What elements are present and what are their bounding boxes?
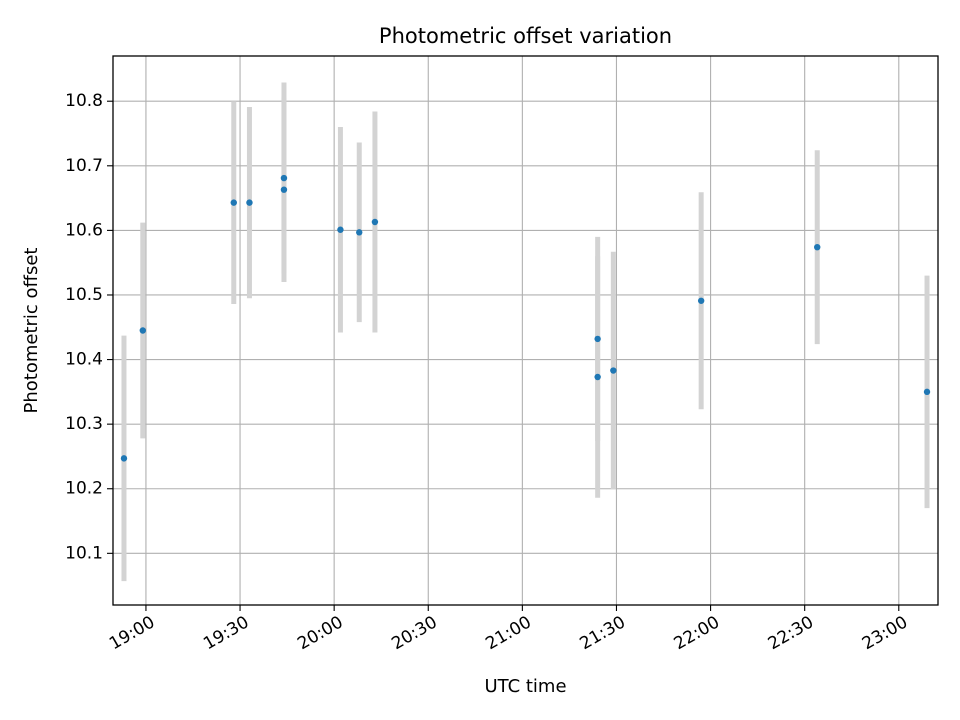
- x-axis-ticks: 19:00 19:30 20:00 20:30 21:00 21:30 22:00 22:30…: [106, 605, 911, 654]
- x-tick-label: 20:30: [388, 612, 440, 654]
- y-tick-label: 10.8: [65, 91, 103, 111]
- data-point: [230, 199, 237, 206]
- x-tick-label: 22:30: [765, 612, 817, 654]
- grid: [113, 56, 938, 605]
- data-point: [337, 226, 344, 233]
- data-point: [594, 373, 601, 381]
- x-tick-label: 23:00: [859, 612, 911, 654]
- y-tick-label: 10.4: [65, 350, 103, 370]
- x-tick-label: 19:00: [106, 612, 158, 654]
- y-axis-title: Photometric offset: [21, 248, 42, 414]
- x-axis-title: UTC time: [484, 676, 566, 697]
- y-tick-label: 10.5: [65, 285, 103, 305]
- y-tick-label: 10.2: [65, 479, 103, 499]
- data-point: [280, 186, 288, 193]
- data-point: [246, 199, 253, 206]
- y-tick-label: 10.3: [65, 414, 103, 434]
- chart-title: Photometric offset variation: [379, 24, 672, 48]
- data-point: [356, 229, 363, 236]
- data-point: [610, 367, 617, 374]
- plot-frame: [112, 55, 939, 606]
- data-point: [280, 174, 288, 182]
- data-point: [814, 243, 821, 251]
- y-tick-label: 10.1: [65, 543, 103, 563]
- data-point: [120, 455, 128, 462]
- x-tick-label: 19:30: [200, 612, 252, 654]
- data-point: [697, 297, 705, 304]
- x-tick-label: 21:30: [577, 612, 629, 654]
- data-point: [371, 218, 379, 226]
- error-bars: [121, 82, 930, 582]
- x-tick-label: 21:00: [482, 612, 534, 654]
- data-points: [120, 174, 931, 462]
- data-point: [594, 335, 601, 343]
- y-tick-label: 10.7: [65, 156, 103, 176]
- data-point: [923, 388, 931, 396]
- y-axis-ticks: 10.1 10.2 10.3 10.4 10.5 10.6 10.7 10.8: [65, 91, 113, 563]
- x-tick-label: 20:00: [294, 612, 346, 654]
- x-tick-label: 22:00: [671, 612, 723, 654]
- data-point: [139, 327, 147, 334]
- y-tick-label: 10.6: [65, 220, 103, 240]
